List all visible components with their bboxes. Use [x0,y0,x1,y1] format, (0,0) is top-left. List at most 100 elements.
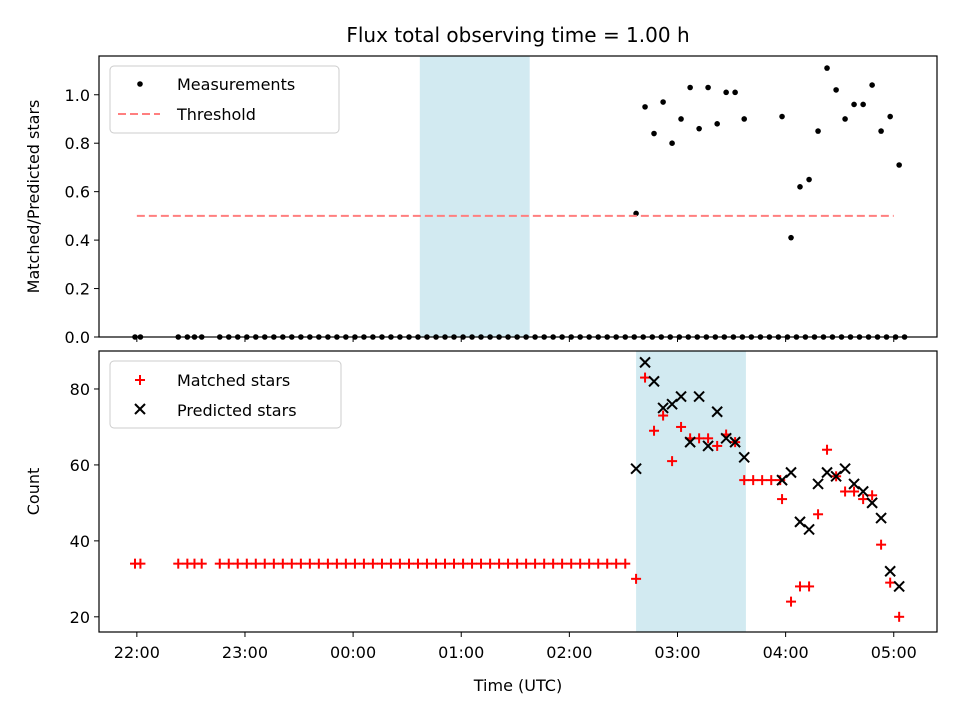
bottom-panel: 20 40 60 80 22:00 23:00 00:00 01:00 02:00 03:00 04… [24,350,938,662]
measurement-point [642,104,648,110]
matched-star-point [448,558,459,569]
matched-star-point [804,581,815,592]
matched-star-point [777,494,788,505]
matched-star-point [557,558,568,569]
matched-star-point [173,558,184,569]
predicted-star-point [693,390,705,403]
x-tick-label: 23:00 [222,643,268,662]
legend-predicted-label: Predicted stars [177,401,297,420]
matched-star-point [748,475,759,486]
y-tick-label: 0.4 [65,231,90,250]
predicted-star-point [684,436,696,448]
matched-star-point [620,558,631,569]
matched-star-point [440,558,451,569]
matched-star-point [775,475,786,486]
matched-star-point [404,558,415,569]
matched-star-point [223,558,234,569]
matched-star-point [431,558,442,569]
measurement-point [815,128,821,134]
matched-star-point [822,444,833,455]
matched-star-point [277,558,288,569]
matched-star-point [694,433,705,444]
matched-star-point [232,558,243,569]
y-tick-label: 1.0 [65,86,90,105]
legend-bottom: Matched stars Predicted stars [109,360,342,429]
predicted-star-point [648,375,660,388]
matched-star-point [494,558,505,569]
shaded-region [636,351,746,632]
matched-star-point [658,410,669,421]
matched-star-point [631,573,642,584]
matched-star-point [322,558,333,569]
matched-star-point [286,558,297,569]
matched-star-point [876,539,887,550]
matched-star-point [602,558,613,569]
legend-measurements-marker [137,81,143,87]
predicted-star-point [821,466,833,479]
y-tick-label: 80 [70,380,90,399]
measurement-point [660,99,666,105]
matched-star-point [894,611,905,622]
predicted-star-point [857,485,869,498]
measurement-point [842,116,848,122]
matched-star-point [548,558,559,569]
matched-star-point [340,558,351,569]
axes-frame [98,55,938,338]
matched-star-point [295,558,306,569]
x-tick-label: 05:00 [871,643,917,662]
measurement-point [723,89,729,96]
x-tick-label: 03:00 [654,643,700,662]
matched-star-point [485,558,496,569]
measurement-point [633,210,639,217]
y-tick-label: 0.2 [65,280,90,299]
predicted-star-point [803,523,815,536]
y-axis-label: Count [24,468,43,516]
y-tick-label: 20 [70,608,90,627]
legend-measurements-label: Measurements [177,75,295,94]
measurement-point [732,89,738,96]
matched-star-point [676,421,687,432]
predicted-star-point [884,565,896,577]
measurement-point [669,140,675,147]
measurement-point [869,82,875,88]
measurement-point [797,184,803,190]
matched-star-point [593,558,604,569]
matched-star-point [304,558,315,569]
matched-star-point [611,558,622,569]
matched-star-point [575,558,586,569]
shaded-region [419,56,530,337]
matched-star-point [476,558,487,569]
measurement-point [779,113,785,120]
matched-star-point [367,558,378,569]
matched-star-point [313,558,324,569]
matched-star-point [795,581,806,592]
matched-star-point [241,558,252,569]
matched-star-point [394,558,405,569]
x-tick-label: 02:00 [546,643,592,662]
matched-star-point [530,558,541,569]
predicted-star-point [675,390,687,403]
x-tick-label: 04:00 [763,643,809,662]
measurement-point [833,87,839,93]
predicted-star-point [839,463,851,475]
matched-star-point [885,577,896,588]
matched-star-point [840,486,851,497]
matched-star-point [467,558,478,569]
y-axis-label: Matched/Predicted stars [24,100,43,294]
measurement-point [788,234,794,241]
matched-star-point [703,433,714,444]
measurement-point [714,121,720,127]
matched-star-point [250,558,261,569]
measurement-point [741,116,748,122]
measurement-point [696,125,702,132]
legend-threshold-label: Threshold [176,105,256,124]
matched-star-point [667,456,678,467]
matched-star-point [640,372,651,383]
predicted-star-point [812,478,824,490]
matched-star-point [385,558,396,569]
legend-matched-label: Matched stars [177,371,290,390]
matched-star-point [214,558,225,569]
legend-matched-marker [135,375,145,385]
matched-star-point [331,558,342,569]
